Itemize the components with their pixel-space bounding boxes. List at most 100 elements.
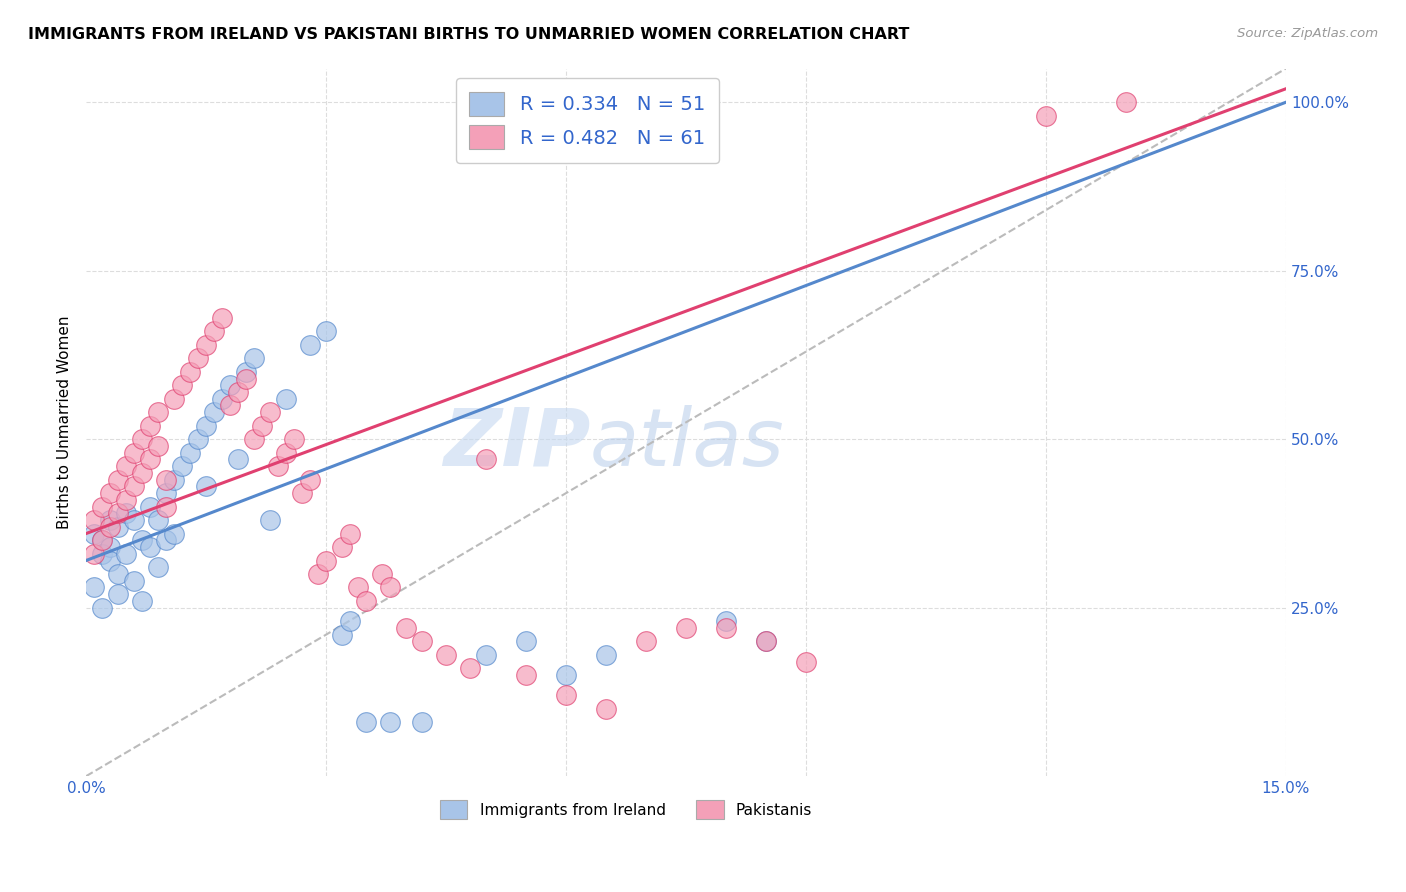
Point <box>163 526 186 541</box>
Text: atlas: atlas <box>591 405 785 483</box>
Point <box>794 655 817 669</box>
Point <box>170 459 193 474</box>
Point <box>91 533 114 548</box>
Point <box>155 533 177 548</box>
Point <box>139 540 162 554</box>
Point <box>475 452 498 467</box>
Point <box>187 351 209 366</box>
Point <box>98 486 121 500</box>
Point <box>122 574 145 588</box>
Point <box>330 540 353 554</box>
Point <box>98 513 121 527</box>
Point <box>371 566 394 581</box>
Point <box>170 378 193 392</box>
Point <box>219 378 242 392</box>
Point <box>378 715 401 730</box>
Point <box>107 473 129 487</box>
Point <box>259 405 281 419</box>
Point <box>163 392 186 406</box>
Point <box>131 432 153 446</box>
Point <box>515 634 537 648</box>
Point <box>339 526 361 541</box>
Point <box>226 452 249 467</box>
Point <box>354 715 377 730</box>
Point <box>555 688 578 702</box>
Point <box>107 506 129 520</box>
Point <box>714 614 737 628</box>
Point <box>378 581 401 595</box>
Point <box>122 445 145 459</box>
Point <box>107 566 129 581</box>
Point <box>235 365 257 379</box>
Point <box>634 634 657 648</box>
Point <box>291 486 314 500</box>
Text: Source: ZipAtlas.com: Source: ZipAtlas.com <box>1237 27 1378 40</box>
Point <box>146 560 169 574</box>
Point <box>755 634 778 648</box>
Text: IMMIGRANTS FROM IRELAND VS PAKISTANI BIRTHS TO UNMARRIED WOMEN CORRELATION CHART: IMMIGRANTS FROM IRELAND VS PAKISTANI BIR… <box>28 27 910 42</box>
Point <box>146 513 169 527</box>
Point <box>267 459 290 474</box>
Point <box>235 371 257 385</box>
Point <box>115 547 138 561</box>
Point <box>122 479 145 493</box>
Point <box>243 351 266 366</box>
Point <box>91 600 114 615</box>
Point <box>146 439 169 453</box>
Point <box>259 513 281 527</box>
Point <box>139 418 162 433</box>
Point <box>83 513 105 527</box>
Point <box>131 533 153 548</box>
Point <box>458 661 481 675</box>
Point <box>211 310 233 325</box>
Point <box>595 648 617 662</box>
Point <box>226 384 249 399</box>
Point <box>139 500 162 514</box>
Point <box>299 338 322 352</box>
Point <box>91 533 114 548</box>
Point <box>714 621 737 635</box>
Point <box>122 513 145 527</box>
Point <box>83 526 105 541</box>
Point <box>98 553 121 567</box>
Point <box>163 473 186 487</box>
Point <box>755 634 778 648</box>
Point <box>307 566 329 581</box>
Point <box>434 648 457 662</box>
Text: ZIP: ZIP <box>443 405 591 483</box>
Point <box>411 715 433 730</box>
Point <box>115 506 138 520</box>
Point <box>131 594 153 608</box>
Point <box>115 459 138 474</box>
Point <box>146 405 169 419</box>
Point <box>315 553 337 567</box>
Point <box>315 324 337 338</box>
Point <box>219 399 242 413</box>
Point <box>330 627 353 641</box>
Point <box>475 648 498 662</box>
Point <box>411 634 433 648</box>
Point <box>250 418 273 433</box>
Point <box>347 581 370 595</box>
Point <box>202 405 225 419</box>
Point <box>107 587 129 601</box>
Point <box>274 445 297 459</box>
Point <box>115 492 138 507</box>
Point <box>675 621 697 635</box>
Point <box>195 338 218 352</box>
Point <box>107 520 129 534</box>
Point <box>595 702 617 716</box>
Point <box>91 500 114 514</box>
Point <box>299 473 322 487</box>
Point <box>274 392 297 406</box>
Legend: Immigrants from Ireland, Pakistanis: Immigrants from Ireland, Pakistanis <box>433 794 818 825</box>
Point <box>1115 95 1137 110</box>
Point <box>83 581 105 595</box>
Point <box>1035 109 1057 123</box>
Point <box>139 452 162 467</box>
Point <box>283 432 305 446</box>
Point <box>155 473 177 487</box>
Point <box>515 668 537 682</box>
Point <box>155 486 177 500</box>
Point <box>155 500 177 514</box>
